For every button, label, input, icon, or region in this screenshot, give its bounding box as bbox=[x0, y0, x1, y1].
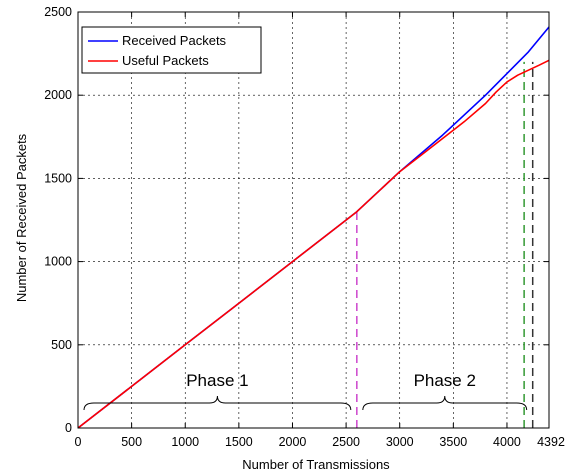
x-tick-label: 2500 bbox=[332, 435, 360, 449]
phase-brace bbox=[83, 395, 352, 411]
x-tick-label: 3500 bbox=[439, 435, 467, 449]
y-tick-label: 1000 bbox=[44, 255, 72, 269]
y-tick-label: 2000 bbox=[44, 88, 72, 102]
x-tick-label: 0 bbox=[75, 435, 82, 449]
x-tick-label: 1500 bbox=[225, 435, 253, 449]
x-tick-label: 2000 bbox=[279, 435, 307, 449]
y-axis-label: Number of Received Packets bbox=[14, 133, 29, 302]
legend-box bbox=[81, 26, 262, 74]
x-tick-label: 4000 bbox=[493, 435, 521, 449]
grid-layer bbox=[78, 12, 549, 428]
annotation-layer: Phase 1 Phase 2 bbox=[83, 371, 528, 411]
legend-label-received: Received Packets bbox=[122, 33, 227, 48]
phase-brace bbox=[362, 395, 528, 411]
x-tick-label: 4392 bbox=[537, 435, 565, 449]
y-tick-label: 1500 bbox=[44, 171, 72, 185]
phase-label: Phase 1 bbox=[186, 371, 248, 390]
x-tick-label: 1000 bbox=[171, 435, 199, 449]
x-tick-label: 500 bbox=[121, 435, 142, 449]
y-tick-label: 500 bbox=[51, 338, 72, 352]
plot-frame bbox=[77, 11, 550, 429]
y-tick-label: 2500 bbox=[44, 5, 72, 19]
tick-layer: 0 500 1000 1500 2000 2500 3000 3500 4000 4392 0 500… bbox=[44, 5, 565, 449]
phase-label: Phase 2 bbox=[414, 371, 476, 390]
legend: Received Packets Useful Packets bbox=[81, 26, 262, 74]
legend-label-useful: Useful Packets bbox=[122, 53, 209, 68]
x-tick-label: 3000 bbox=[386, 435, 414, 449]
marker-layer bbox=[356, 61, 534, 428]
x-axis-label: Number of Transmissions bbox=[242, 457, 390, 472]
series-layer bbox=[77, 26, 550, 429]
y-tick-label: 0 bbox=[65, 421, 72, 435]
series-line-useful-packets bbox=[77, 59, 550, 429]
